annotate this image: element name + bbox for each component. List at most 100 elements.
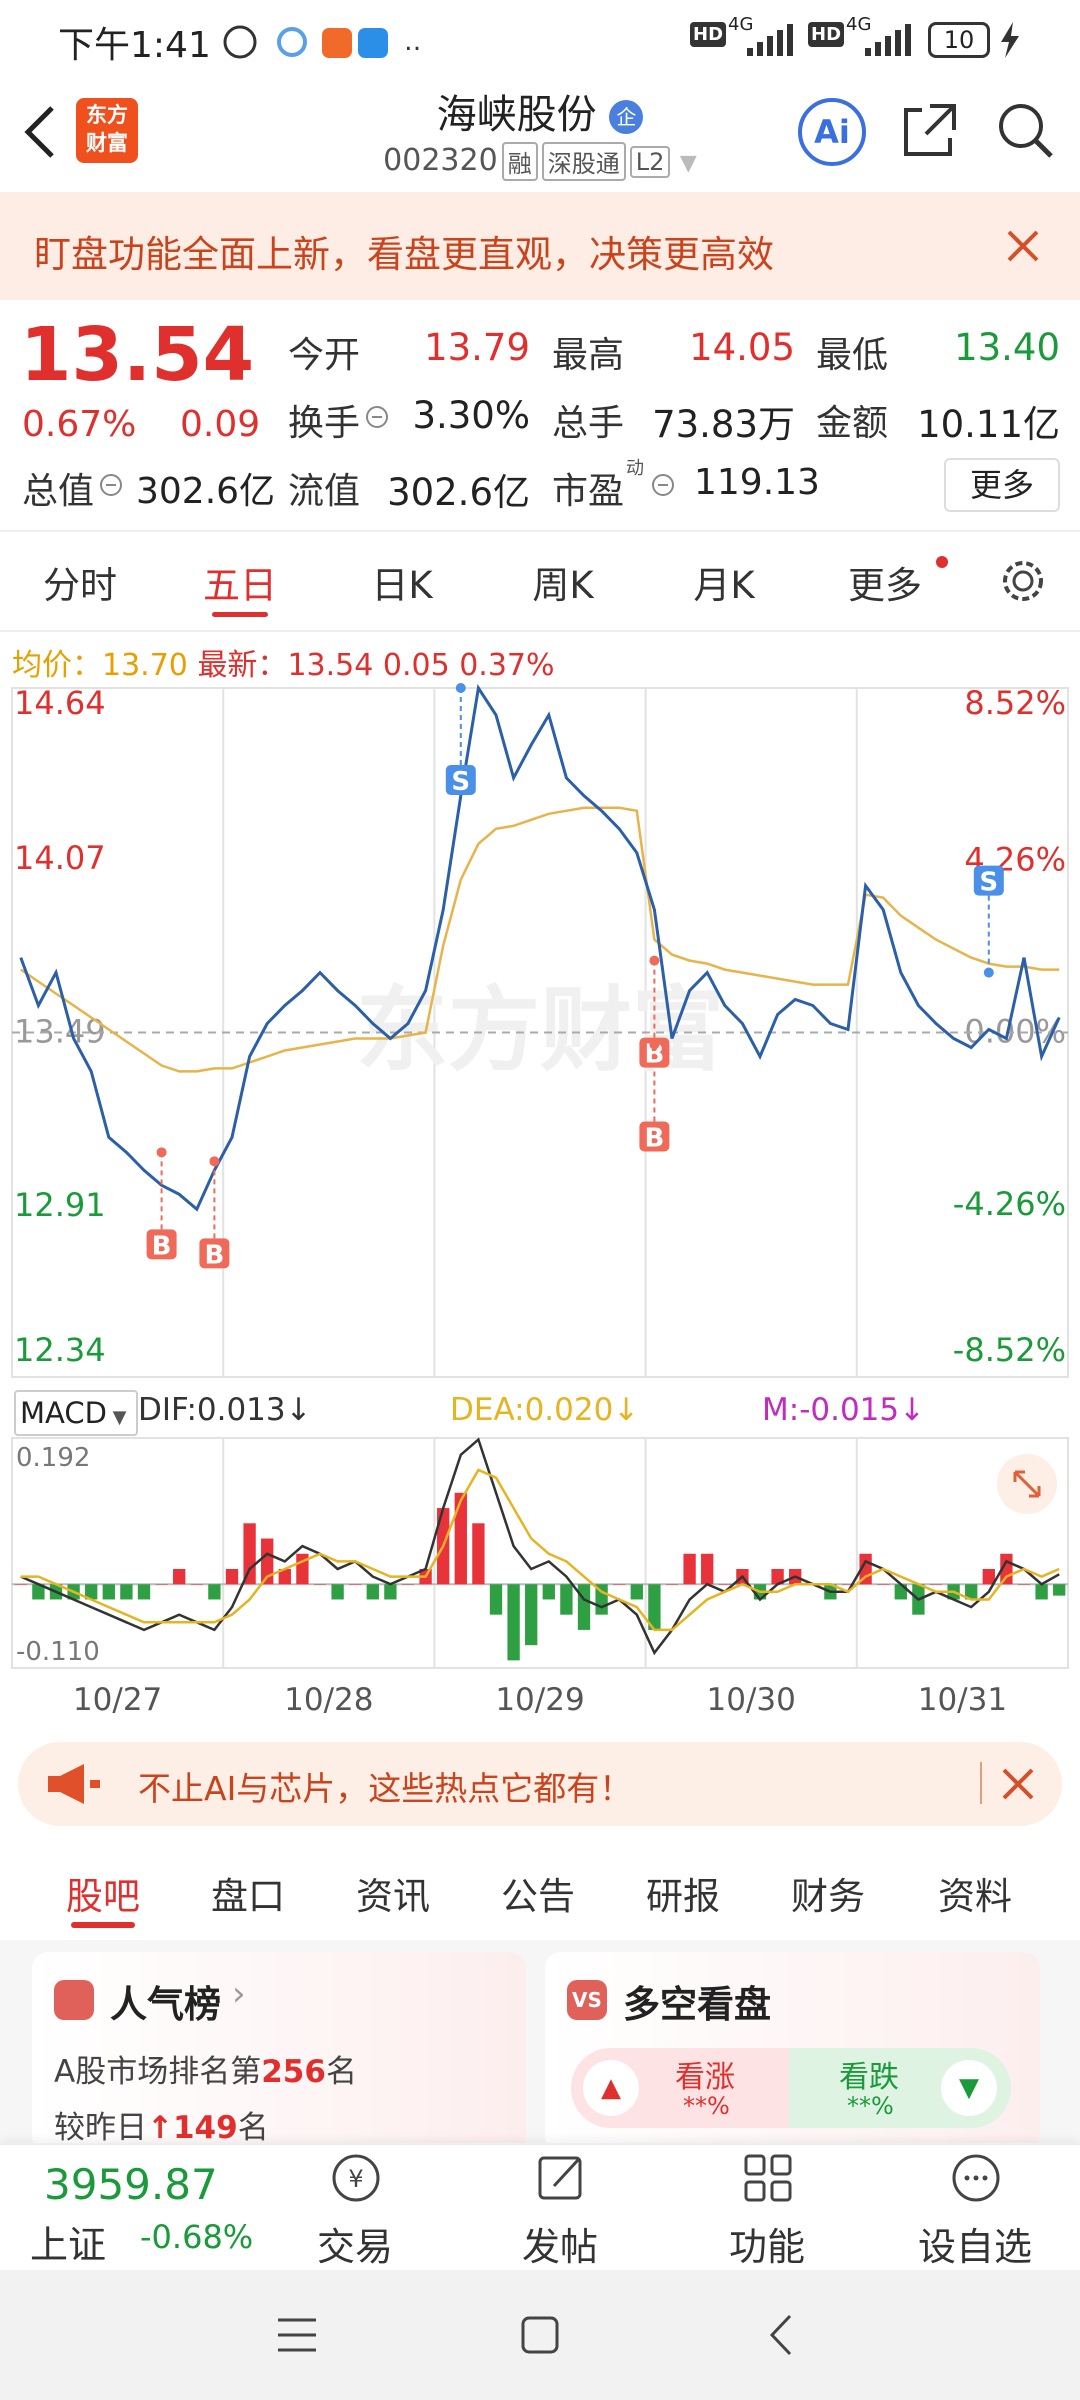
charts: 东方财富14.6414.0713.4912.9112.348.52%4.26%0… — [11, 683, 1069, 1718]
tab[interactable]: 五日 — [203, 564, 277, 607]
macd-bar — [1053, 1584, 1066, 1596]
tab-underline — [71, 1922, 135, 1928]
macd-line — [20, 1468, 1060, 1632]
index-value[interactable]: 3959.87 — [44, 2160, 218, 2209]
field-label: 流值 — [288, 471, 361, 512]
sub-tab[interactable]: 盘口 — [211, 1875, 285, 1918]
y2-tick-label: 8.52% — [964, 684, 1066, 722]
popularity-card[interactable]: 人气榜 › A股市场排名第256名 较昨日↑149名 — [32, 1952, 526, 2152]
macd-bar — [173, 1568, 186, 1585]
marker-label: S — [451, 767, 470, 797]
info-icon[interactable] — [98, 472, 124, 498]
macd-bar — [965, 1584, 978, 1600]
macd-bar — [929, 1584, 943, 1585]
x-tick-label: 10/27 — [73, 1682, 162, 1718]
sub-tab[interactable]: 股吧 — [66, 1875, 140, 1918]
ai-button[interactable]: Ai — [798, 98, 866, 166]
macd-bar — [489, 1584, 503, 1615]
up-pill[interactable]: ▲ 看涨 **% — [571, 2048, 789, 2128]
index-name[interactable]: 上证 — [30, 2223, 107, 2267]
plot-frame — [11, 1437, 1069, 1669]
close-button[interactable] — [1005, 228, 1041, 264]
trade-icon[interactable]: ¥ — [326, 2150, 386, 2206]
post-icon[interactable] — [532, 2150, 592, 2206]
macd-bar — [85, 1584, 98, 1600]
card-icon: VS — [567, 1980, 607, 2020]
banner[interactable]: 盯盘功能全面上新，看盘更直观，决策更高效 — [0, 192, 1080, 300]
avg-label: 均价： — [12, 648, 102, 683]
action-label[interactable]: 交易 — [316, 2225, 393, 2269]
field-label: 市盈 — [552, 471, 625, 512]
macd-bar — [190, 1584, 203, 1585]
x-tick-label: 10/30 — [707, 1682, 796, 1718]
index-change[interactable]: -0.68% — [140, 2218, 254, 2256]
y-tick-label: 12.34 — [14, 1331, 106, 1369]
field-value: 73.83万 — [652, 403, 795, 446]
indicator-select[interactable]: MACD ▼ — [14, 1390, 138, 1436]
expand-button[interactable] — [995, 1452, 1059, 1516]
macd-bar — [718, 1584, 731, 1585]
nav-menu[interactable] — [272, 2312, 322, 2358]
macd-bar — [331, 1584, 344, 1600]
macd-bar — [542, 1584, 555, 1600]
search-button[interactable] — [995, 100, 1055, 160]
macd-bar — [877, 1584, 890, 1585]
legend-dif: DIF:0.013↓ — [138, 1392, 312, 1428]
tab[interactable]: 月K — [693, 564, 755, 607]
marker-point — [649, 1039, 660, 1050]
dropdown-arrow[interactable]: ▼ — [679, 151, 697, 176]
ad-banner[interactable]: 不止AI与芯片，这些热点它都有！ — [18, 1742, 1062, 1826]
marker-badge — [199, 1238, 230, 1269]
marker-badge — [146, 1229, 177, 1260]
share-button[interactable] — [900, 100, 960, 160]
card-icon — [54, 1980, 94, 2020]
info-icon[interactable] — [364, 404, 390, 430]
watchlist-icon[interactable] — [946, 2150, 1006, 2206]
marker-badge — [973, 865, 1004, 896]
function-icon[interactable] — [738, 2150, 798, 2206]
separator — [980, 1762, 982, 1804]
x-tick-label: 10/29 — [495, 1682, 584, 1718]
red-dot — [936, 556, 948, 568]
nav-home[interactable] — [515, 2310, 565, 2360]
macd-bar — [243, 1523, 256, 1585]
down-pill[interactable]: 看跌 **% ▼ — [789, 2048, 1011, 2128]
settings-button[interactable] — [998, 556, 1048, 606]
macd-bar — [577, 1584, 591, 1630]
field-value: 13.79 — [424, 326, 530, 369]
sentiment-card[interactable]: VS 多空看盘 ▲ 看涨 **% 看跌 **% ▼ — [545, 1952, 1040, 2152]
y-tick-label: 14.64 — [14, 684, 106, 722]
sub-tab[interactable]: 公告 — [501, 1875, 575, 1918]
action-label[interactable]: 发帖 — [521, 2225, 598, 2269]
macd-bar — [507, 1584, 520, 1661]
nav-back[interactable] — [762, 2310, 802, 2360]
change: 0.09 — [180, 404, 261, 445]
macd-bar — [261, 1538, 274, 1585]
marker-label: S — [979, 868, 998, 898]
marker-point — [156, 1147, 167, 1158]
logo[interactable]: 东方 财富 — [76, 98, 138, 163]
sub-tab[interactable]: 研报 — [646, 1875, 720, 1918]
rank-prefix: A股市场排名第 — [54, 2054, 262, 2090]
close-button[interactable] — [1000, 1766, 1036, 1802]
sub-tab[interactable]: 资料 — [938, 1875, 1012, 1918]
back-button[interactable] — [18, 104, 62, 160]
sub-tab[interactable]: 资讯 — [356, 1875, 430, 1918]
action-label[interactable]: 设自选 — [917, 2225, 1032, 2269]
macd-bar — [208, 1584, 221, 1600]
tab[interactable]: 周K — [532, 564, 594, 607]
more-button[interactable]: 更多 — [944, 458, 1060, 512]
down-icon: ▼ — [941, 2060, 997, 2116]
info-icon[interactable] — [650, 472, 676, 498]
macd-bar — [401, 1584, 415, 1585]
macd-bar — [454, 1492, 467, 1585]
marker-badge — [639, 1121, 670, 1152]
tab[interactable]: 日K — [371, 564, 433, 607]
action-label[interactable]: 功能 — [728, 2225, 805, 2269]
tab[interactable]: 更多 — [848, 564, 922, 607]
last-change-pct: 0.37% — [459, 648, 555, 683]
sub-tab[interactable]: 财务 — [791, 1875, 865, 1918]
field-value: 302.6亿 — [136, 471, 276, 512]
field-label: 总值 — [22, 471, 95, 512]
tab[interactable]: 分时 — [43, 564, 117, 607]
